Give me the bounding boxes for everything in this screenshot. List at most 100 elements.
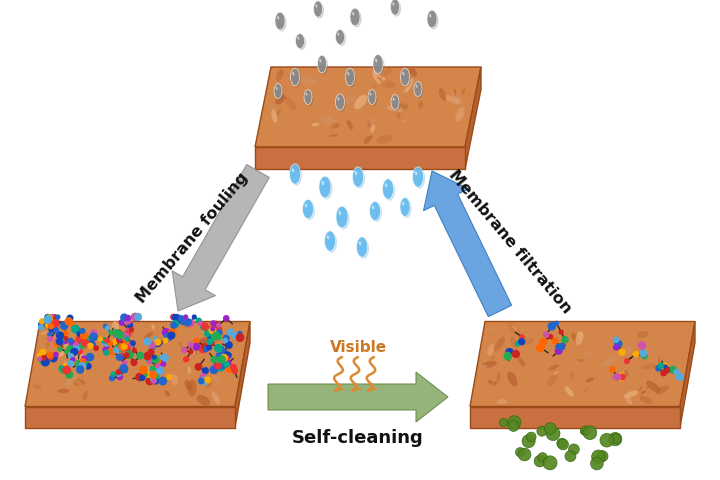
Text: Visible: Visible [330, 340, 387, 355]
Ellipse shape [518, 357, 525, 367]
Ellipse shape [276, 87, 277, 91]
Circle shape [544, 423, 556, 434]
Circle shape [64, 349, 69, 355]
Ellipse shape [404, 79, 413, 94]
Circle shape [558, 439, 569, 450]
Polygon shape [297, 36, 306, 51]
Circle shape [109, 375, 115, 382]
Circle shape [217, 364, 225, 372]
Ellipse shape [65, 376, 68, 383]
Ellipse shape [520, 337, 534, 345]
Ellipse shape [602, 357, 616, 366]
Ellipse shape [376, 135, 393, 144]
Circle shape [124, 317, 132, 325]
Circle shape [225, 360, 232, 366]
Polygon shape [276, 86, 284, 101]
Polygon shape [326, 233, 337, 253]
Circle shape [148, 371, 154, 376]
Circle shape [52, 325, 59, 332]
Circle shape [505, 348, 514, 357]
Circle shape [172, 314, 179, 321]
Polygon shape [338, 208, 349, 230]
Circle shape [145, 372, 152, 378]
Circle shape [196, 318, 202, 324]
Circle shape [79, 343, 86, 349]
Circle shape [179, 315, 184, 321]
Ellipse shape [380, 68, 394, 78]
Polygon shape [368, 90, 376, 105]
Ellipse shape [352, 13, 354, 16]
Circle shape [669, 366, 677, 374]
Ellipse shape [415, 85, 418, 89]
Polygon shape [384, 181, 395, 201]
Circle shape [42, 354, 50, 362]
Circle shape [192, 343, 200, 351]
Circle shape [122, 343, 131, 351]
Ellipse shape [41, 331, 48, 335]
Circle shape [162, 328, 171, 337]
Ellipse shape [372, 85, 377, 89]
Polygon shape [369, 202, 380, 221]
Circle shape [632, 351, 639, 358]
Ellipse shape [184, 347, 197, 355]
Circle shape [151, 378, 157, 384]
Circle shape [600, 433, 613, 447]
Polygon shape [350, 9, 360, 27]
Polygon shape [413, 168, 423, 188]
Polygon shape [274, 84, 282, 99]
Ellipse shape [371, 125, 375, 133]
Circle shape [39, 357, 47, 365]
Circle shape [103, 350, 109, 356]
Circle shape [163, 338, 168, 344]
Circle shape [76, 335, 84, 344]
Circle shape [207, 326, 215, 335]
Ellipse shape [387, 106, 403, 113]
Circle shape [215, 334, 222, 341]
Ellipse shape [33, 385, 42, 389]
Circle shape [583, 426, 597, 440]
Ellipse shape [402, 202, 405, 206]
Ellipse shape [359, 242, 361, 246]
Circle shape [90, 330, 97, 337]
Ellipse shape [58, 389, 69, 393]
Circle shape [212, 332, 220, 340]
Circle shape [212, 364, 218, 370]
Circle shape [613, 345, 619, 351]
Ellipse shape [327, 236, 329, 240]
Circle shape [223, 315, 230, 322]
Circle shape [138, 373, 145, 380]
Circle shape [508, 416, 521, 429]
Ellipse shape [462, 88, 465, 96]
Circle shape [115, 370, 121, 375]
Ellipse shape [320, 117, 336, 127]
Circle shape [62, 363, 68, 370]
Ellipse shape [112, 321, 120, 338]
Circle shape [166, 374, 173, 381]
Circle shape [46, 351, 53, 359]
Ellipse shape [557, 363, 570, 371]
Ellipse shape [346, 122, 351, 125]
Ellipse shape [233, 331, 239, 338]
Polygon shape [235, 322, 250, 428]
Ellipse shape [305, 94, 307, 96]
Circle shape [539, 338, 547, 346]
Circle shape [117, 374, 123, 381]
Circle shape [131, 313, 140, 322]
Ellipse shape [497, 399, 508, 405]
Polygon shape [347, 71, 356, 88]
Circle shape [71, 325, 80, 334]
Circle shape [559, 330, 564, 335]
Polygon shape [25, 322, 250, 407]
Circle shape [48, 325, 56, 333]
Circle shape [115, 330, 122, 337]
Circle shape [210, 321, 216, 326]
Polygon shape [351, 11, 361, 28]
Circle shape [500, 419, 508, 427]
Circle shape [112, 339, 118, 345]
Circle shape [44, 314, 52, 322]
Circle shape [581, 426, 590, 435]
Circle shape [142, 368, 148, 373]
Circle shape [102, 339, 110, 347]
Circle shape [559, 344, 565, 350]
Circle shape [53, 329, 58, 334]
